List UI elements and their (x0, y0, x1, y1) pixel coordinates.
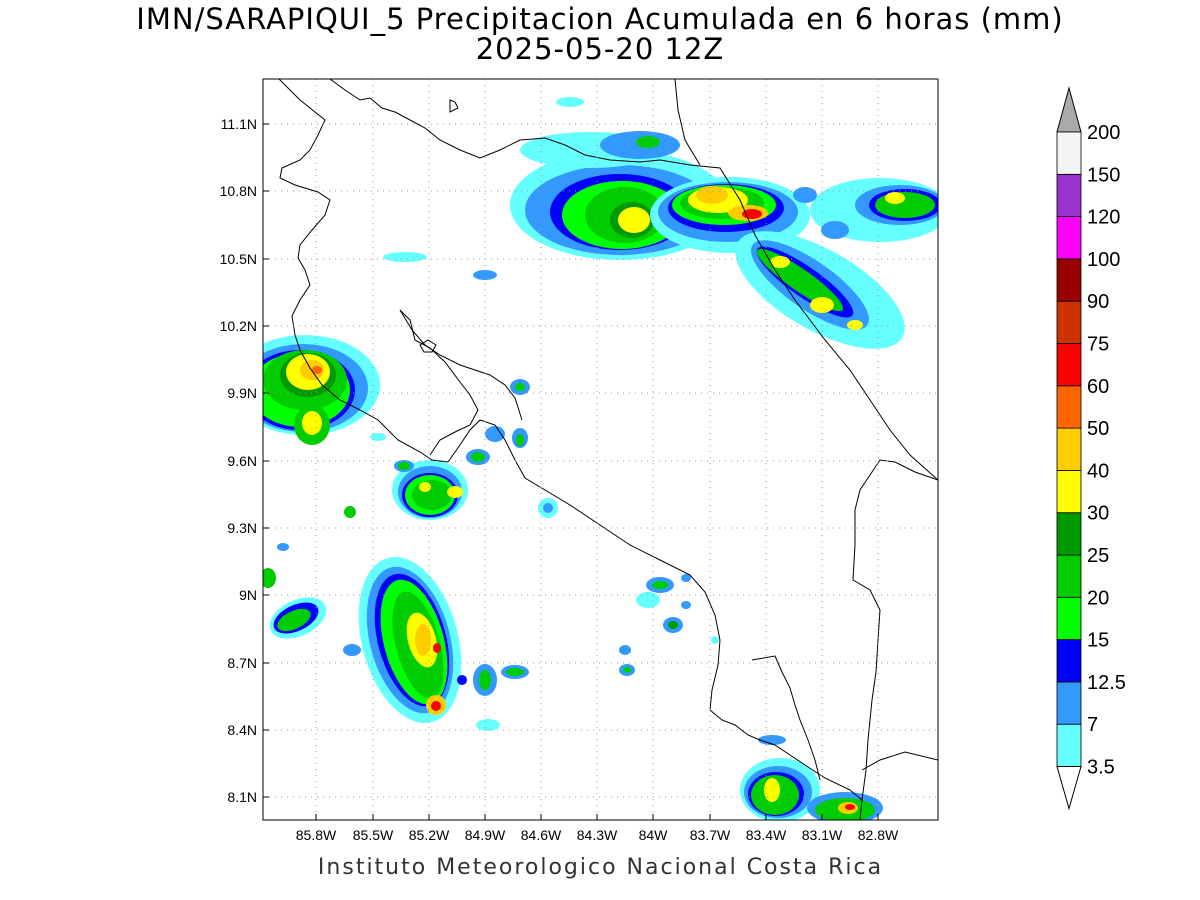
colorbar-min-arrow (1056, 766, 1082, 811)
rain-cell (392, 460, 468, 520)
lat-tick-label: 9N (239, 587, 257, 603)
colorbar-box (1056, 723, 1082, 767)
map-frame (262, 78, 939, 821)
colorbar-box (1056, 216, 1082, 260)
rain-cell (740, 758, 820, 820)
colorbar-box (1056, 512, 1082, 556)
map-date: 2025-05-20 12Z (475, 32, 725, 66)
colorbar-box (1056, 131, 1082, 175)
rain-cell (735, 231, 905, 349)
lat-tick-label: 10.8N (220, 183, 257, 199)
latitude-ticks: 11.1N 10.8N 10.5N 10.2N 9.9N 9.6N 9.3N 9N 8.7N 8.… (220, 116, 269, 805)
rain-cell (358, 556, 462, 724)
lat-tick-label: 9.6N (227, 453, 257, 469)
colorbar-max-arrow (1056, 86, 1082, 133)
lat-tick-label: 8.7N (227, 655, 257, 671)
lon-tick-label: 85.8W (296, 827, 337, 843)
institution-footer: Instituto Meteorologico Nacional Costa R… (317, 855, 884, 880)
colorbar-box (1056, 469, 1082, 514)
colorbar-level-label: 25 (1087, 545, 1109, 567)
colorbar-box (1056, 385, 1082, 429)
lon-tick-label: 83.1W (802, 827, 843, 843)
rain-cell (793, 178, 938, 242)
lon-tick-label: 85.5W (353, 827, 394, 843)
colorbar-box (1056, 343, 1082, 387)
colorbar-box (1056, 300, 1082, 344)
rain-cell (269, 597, 327, 639)
lon-tick-label: 84.3W (577, 827, 618, 843)
precipitation-field (263, 97, 938, 820)
colorbar-level-label: 50 (1087, 418, 1109, 440)
color-scale-bar: 3.5 7 12.5 15 20 25 30 40 50 60 75 90 100 120 150 200 (1056, 86, 1126, 811)
colorbar-box (1056, 681, 1082, 725)
longitude-ticks: 85.8W 85.5W 85.2W 84.9W 84.6W 84.3W 84W 83.7W 83… (296, 814, 899, 843)
lat-tick-label: 9.9N (227, 385, 257, 401)
colorbar-box (1056, 427, 1082, 471)
map-title: IMN/SARAPIQUI_5 Precipitacion Acumulada … (136, 2, 1064, 36)
lon-tick-label: 85.2W (409, 827, 450, 843)
colorbar-level-label: 75 (1087, 334, 1109, 356)
colorbar-level-label: 12.5 (1087, 672, 1126, 694)
colorbar-level-label: 60 (1087, 376, 1109, 398)
lon-tick-label: 82.8W (858, 827, 899, 843)
lon-tick-label: 83.7W (690, 827, 731, 843)
colorbar-level-label: 3.5 (1087, 757, 1115, 779)
lat-tick-label: 9.3N (227, 520, 257, 536)
lon-tick-label: 84.6W (521, 827, 562, 843)
lon-tick-label: 84.9W (465, 827, 506, 843)
lat-tick-label: 10.5N (220, 251, 257, 267)
colorbar-level-label: 15 (1087, 630, 1109, 652)
colorbar-level-label: 150 (1087, 164, 1120, 186)
coastlines (278, 79, 938, 820)
lat-tick-label: 8.1N (227, 789, 257, 805)
lon-tick-label: 84W (639, 827, 669, 843)
rain-cell (510, 150, 730, 260)
colorbar-level-label: 40 (1087, 460, 1109, 482)
colorbar-box (1056, 596, 1082, 640)
colorbar-level-label: 200 (1087, 122, 1120, 144)
colorbar-box (1056, 554, 1082, 598)
colorbar-box (1056, 258, 1082, 302)
lon-tick-label: 83.4W (746, 827, 787, 843)
colorbar-level-label: 30 (1087, 503, 1109, 525)
colorbar-box (1056, 639, 1082, 683)
rain-cell (807, 792, 883, 820)
lat-tick-label: 8.4N (227, 722, 257, 738)
colorbar-level-label: 20 (1087, 587, 1109, 609)
lat-tick-label: 10.2N (220, 318, 257, 334)
colorbar-level-label: 90 (1087, 291, 1109, 313)
colorbar-level-label: 100 (1087, 249, 1120, 271)
colorbar-level-label: 120 (1087, 207, 1120, 229)
lat-tick-label: 11.1N (221, 116, 257, 132)
colorbar-level-label: 7 (1087, 714, 1098, 736)
colorbar-box (1056, 173, 1082, 218)
